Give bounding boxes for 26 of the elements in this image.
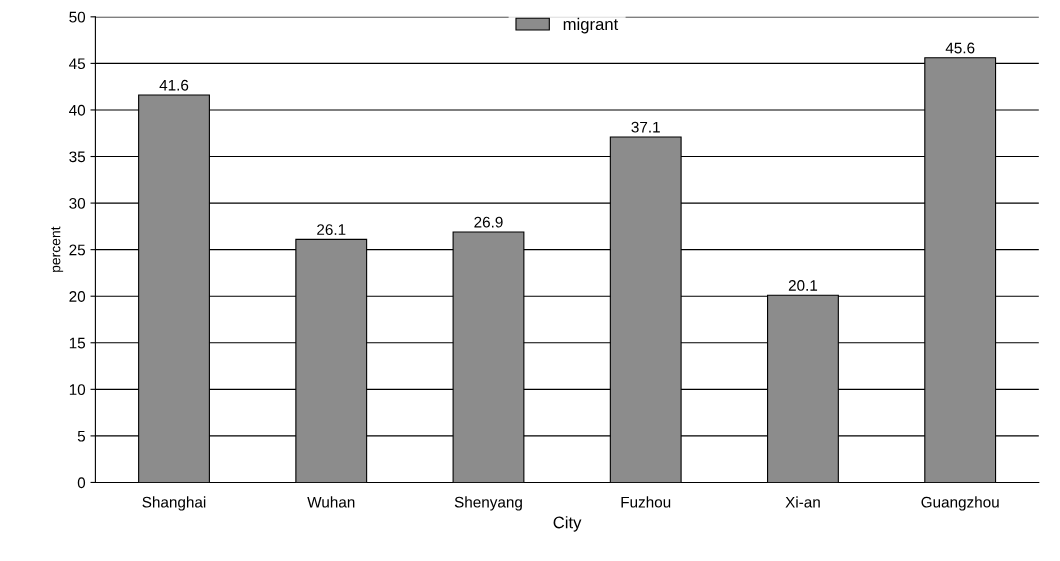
y-axis-title: percent	[51, 226, 64, 272]
y-tick-label: 30	[69, 197, 86, 209]
y-tick-label: 0	[77, 477, 86, 489]
x-tick-label: Shanghai	[142, 496, 206, 511]
data-label: 26.9	[474, 216, 503, 228]
x-tick-label: Wuhan	[307, 496, 355, 508]
data-label: 37.1	[631, 121, 660, 133]
y-tick-label: 35	[69, 151, 86, 163]
x-axis-title: City	[553, 516, 582, 532]
y-tick-label: 25	[69, 244, 86, 256]
x-tick-label: Fuzhou	[621, 496, 671, 508]
y-tick-label: 45	[69, 58, 86, 70]
data-label: 45.6	[945, 42, 975, 54]
x-tick-label: Guangzhou	[921, 496, 999, 511]
y-tick-label: 20	[69, 291, 86, 302]
y-tick-label: 15	[69, 337, 86, 349]
y-tick-label: 5	[77, 430, 86, 442]
data-label: 20.1	[788, 280, 818, 291]
legend-label: migrant	[563, 17, 619, 34]
y-tick-label: 10	[69, 384, 86, 396]
y-tick-label: 40	[69, 104, 86, 116]
data-label: 41.6	[159, 79, 189, 91]
data-label: 26.1	[317, 224, 346, 235]
x-tick-label: Shenyang	[454, 496, 522, 511]
y-tick-label: 50	[69, 11, 86, 23]
x-tick-label: Xi-an	[785, 496, 820, 508]
